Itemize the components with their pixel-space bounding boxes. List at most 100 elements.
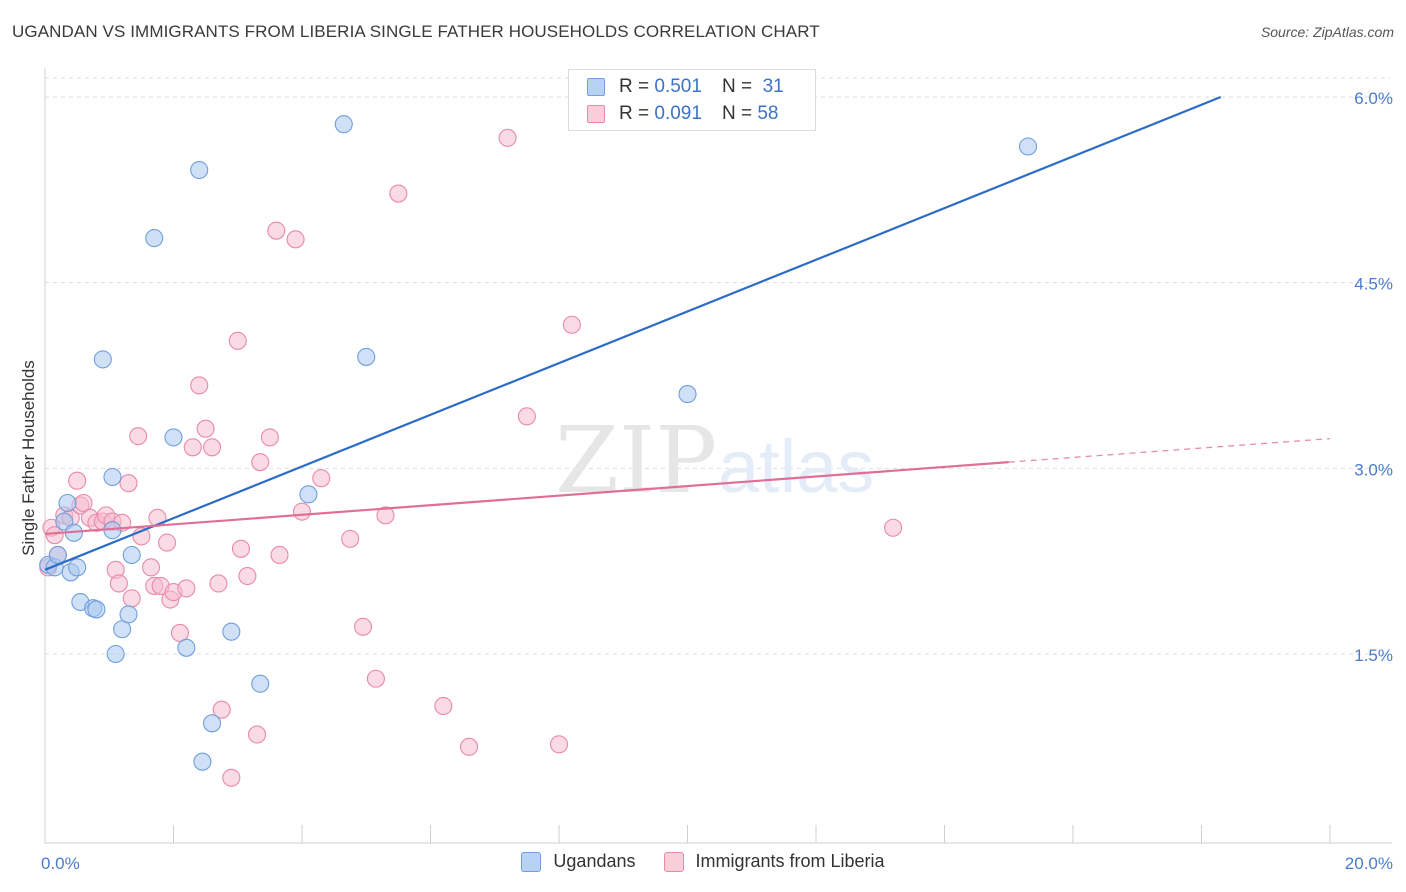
legend-label-liberia: Immigrants from Liberia <box>695 851 885 871</box>
liberia-point <box>549 735 569 754</box>
ugandan-point <box>334 115 353 134</box>
liberia-point <box>228 331 247 350</box>
liberia-point <box>376 506 395 525</box>
ugandan-point <box>222 622 241 641</box>
legend-r-label: R = <box>619 76 650 97</box>
liberia-point <box>353 617 373 636</box>
ugandan-point <box>678 385 697 404</box>
liberia-point <box>158 533 177 552</box>
series-legend: Ugandans Immigrants from Liberia <box>0 851 1406 872</box>
liberia-point <box>68 471 87 490</box>
liberia-point <box>884 518 903 537</box>
liberia-point <box>231 539 251 558</box>
watermark: ZIP atlas <box>555 407 874 514</box>
ugandan-point <box>103 467 122 487</box>
legend-row-ugandans: R = 0.501 N = 31 <box>587 76 784 97</box>
liberia-point <box>45 526 64 545</box>
legend-item-ugandans: Ugandans <box>521 851 636 872</box>
ugandan-point <box>145 229 164 248</box>
legend-label-ugandans: Ugandans <box>553 851 636 871</box>
liberia-point <box>222 768 241 787</box>
legend-row-liberia: R = 0.091 N = 58 <box>587 103 778 124</box>
liberia-point <box>129 427 148 446</box>
liberia-point <box>498 128 517 147</box>
ugandan-point <box>164 428 183 447</box>
ugandan-point <box>251 674 270 693</box>
liberia-point <box>212 700 231 719</box>
legend-swatch-pink <box>663 851 684 872</box>
liberia-point <box>141 558 161 577</box>
legend-swatch-blue <box>587 78 605 96</box>
ugandan-point <box>193 752 212 771</box>
liberia-point <box>183 438 202 457</box>
liberia-point <box>109 574 128 593</box>
ugandan-point <box>122 545 141 565</box>
liberia-point <box>196 419 215 438</box>
y-tick-label: 4.5% <box>1354 275 1393 294</box>
liberia-point <box>434 696 453 716</box>
liberia-point <box>286 230 305 249</box>
ugandan-point <box>48 545 67 565</box>
ugandan-point <box>68 558 87 577</box>
ugandan-point <box>299 485 318 504</box>
legend-r-value: 0.501 <box>654 76 702 97</box>
chart-title: UGANDAN VS IMMIGRANTS FROM LIBERIA SINGL… <box>12 22 820 41</box>
ugandan-point <box>93 350 112 369</box>
liberia-point <box>292 502 312 521</box>
liberia-point <box>247 725 267 744</box>
series-liberia-points <box>39 128 903 787</box>
watermark-atlas: atlas <box>718 425 874 508</box>
liberia-point <box>389 184 408 203</box>
liberia-trend-extension <box>1008 437 1331 463</box>
series-ugandans-points <box>39 115 1038 771</box>
liberia-point <box>190 376 209 395</box>
legend-r-value: 0.091 <box>654 103 702 124</box>
source-label: Source: ZipAtlas.com <box>1260 24 1394 40</box>
x-tick-label: 0.0% <box>41 854 80 873</box>
liberia-point <box>260 428 279 447</box>
axis-layer <box>44 68 1392 844</box>
liberia-point <box>312 469 331 488</box>
liberia-point <box>562 315 581 334</box>
liberia-trend-line <box>44 461 1009 536</box>
legend-swatch-blue <box>521 851 542 872</box>
liberia-point <box>366 669 385 688</box>
y-tick-label: 3.0% <box>1354 460 1393 479</box>
ugandan-point <box>1018 137 1038 156</box>
y-tick-label: 6.0% <box>1354 89 1393 108</box>
legend-item-liberia: Immigrants from Liberia <box>663 851 885 872</box>
ugandan-point <box>357 347 376 366</box>
watermark-zip: ZIP <box>555 407 717 514</box>
trend-lines <box>44 95 1331 571</box>
legend-n-label: N = <box>721 103 753 124</box>
ugandans-trend-line <box>44 95 1222 571</box>
liberia-point <box>267 221 286 240</box>
liberia-point <box>119 474 138 493</box>
ugandan-point <box>87 600 106 619</box>
liberia-point <box>459 737 479 756</box>
ugandan-point <box>190 160 209 180</box>
liberia-point <box>177 579 196 598</box>
liberia-point <box>122 589 141 608</box>
y-tick-label: 1.5% <box>1354 646 1393 665</box>
ugandan-point <box>58 493 77 513</box>
tick-labels: 1.5% 3.0% 4.5% 6.0% 0.0% 20.0% <box>41 89 1393 873</box>
legend-r-label: R = <box>619 103 650 124</box>
legend-n-value: 31 <box>762 76 784 97</box>
correlation-legend: R = 0.501 N = 31 R = 0.091 N = 58 <box>568 69 816 131</box>
liberia-point <box>238 566 257 586</box>
liberia-point <box>270 545 289 565</box>
ugandan-point <box>119 605 138 624</box>
y-axis-label: Single Father Households <box>19 360 38 556</box>
liberia-point <box>517 407 536 426</box>
liberia-point <box>203 438 222 457</box>
ugandan-point <box>106 644 125 664</box>
ugandan-point <box>177 638 196 657</box>
x-tick-label: 20.0% <box>1345 854 1393 873</box>
liberia-point <box>341 529 360 548</box>
ugandan-point <box>203 714 222 733</box>
legend-n-label: N = <box>721 76 753 97</box>
legend-swatch-pink <box>587 105 605 123</box>
liberia-point <box>251 453 270 472</box>
